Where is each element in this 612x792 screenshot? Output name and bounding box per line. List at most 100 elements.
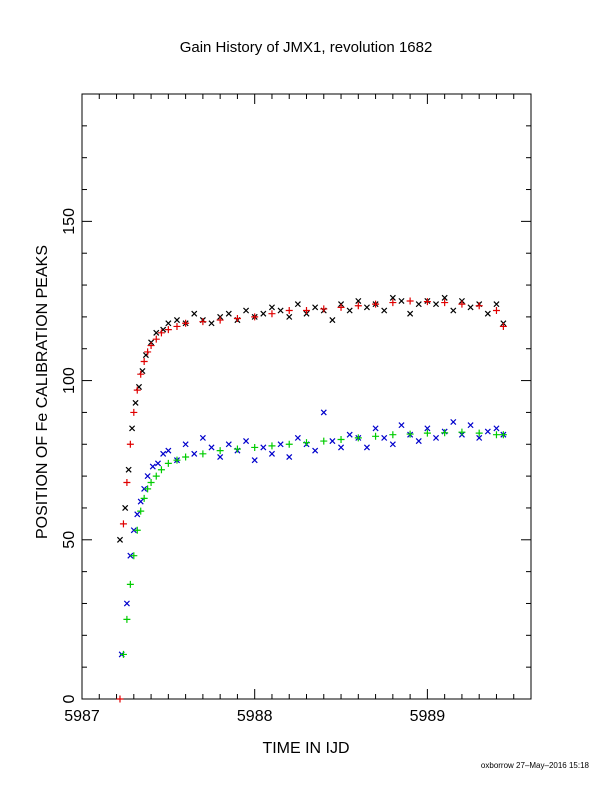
data-point	[153, 329, 160, 336]
data-point	[233, 445, 241, 453]
data-point	[147, 478, 155, 486]
data-point	[286, 313, 293, 320]
data-point	[130, 408, 138, 416]
data-point	[123, 478, 131, 486]
series-3	[119, 428, 507, 658]
data-point	[137, 498, 144, 505]
data-point	[285, 440, 293, 448]
data-point	[372, 425, 379, 432]
data-point	[320, 409, 327, 416]
y-tick-label: 50	[61, 531, 78, 549]
y-axis-label: POSITION OF Fe CALIBRATION PEAKS	[34, 245, 51, 539]
data-point	[126, 440, 134, 448]
x-tick-label: 5989	[410, 708, 446, 725]
data-point	[320, 305, 328, 313]
data-point	[294, 434, 301, 441]
data-point	[277, 441, 284, 448]
data-point	[144, 348, 152, 356]
y-tick-label: 0	[61, 694, 78, 703]
data-point	[432, 301, 440, 308]
data-point	[216, 447, 224, 455]
data-point	[152, 472, 160, 480]
data-point	[199, 434, 206, 441]
data-point	[372, 300, 380, 308]
data-point	[363, 304, 370, 311]
y-tick-label: 100	[61, 367, 78, 394]
data-point	[260, 444, 267, 451]
data-point	[182, 441, 189, 448]
data-marks	[116, 294, 507, 703]
data-point	[152, 335, 160, 343]
data-point	[140, 494, 148, 502]
data-point	[277, 307, 284, 314]
data-point	[243, 307, 250, 314]
data-point	[285, 307, 293, 315]
data-point	[492, 307, 500, 315]
data-point	[160, 450, 167, 457]
data-point	[476, 434, 483, 441]
series-0	[116, 294, 507, 543]
data-point	[424, 425, 431, 432]
chart-title: Gain History of JMX1, revolution 1682	[180, 39, 433, 56]
data-point	[303, 439, 310, 447]
data-point	[415, 438, 422, 445]
data-point	[337, 435, 345, 443]
data-point	[251, 313, 259, 321]
data-point	[406, 430, 414, 438]
data-point	[208, 444, 215, 451]
data-point	[268, 442, 276, 450]
data-point	[294, 301, 301, 308]
data-point	[208, 320, 215, 327]
data-point	[354, 434, 362, 442]
data-point	[492, 431, 500, 439]
data-point	[233, 314, 241, 322]
data-point	[355, 297, 362, 304]
data-point	[125, 466, 132, 473]
data-point	[493, 425, 500, 432]
data-point	[123, 615, 131, 623]
data-point	[458, 300, 466, 308]
data-point	[423, 298, 431, 306]
data-point	[337, 303, 345, 311]
footer-credit: oxborrow 27–May–2016 15:18	[481, 761, 590, 770]
data-point	[363, 444, 370, 451]
data-point	[133, 386, 141, 394]
data-point	[182, 453, 190, 461]
data-point	[286, 453, 293, 461]
data-point	[123, 600, 130, 607]
x-tick-label: 5987	[64, 708, 100, 725]
data-point	[147, 342, 155, 350]
data-point	[225, 310, 232, 317]
data-point	[217, 453, 224, 461]
data-point	[154, 460, 162, 467]
series-1	[116, 297, 507, 703]
data-point	[338, 444, 345, 451]
data-point	[475, 302, 483, 310]
data-point	[165, 447, 172, 454]
data-point	[398, 297, 405, 304]
data-point	[225, 441, 232, 448]
data-point	[458, 428, 466, 436]
data-point	[144, 485, 152, 493]
data-point	[119, 520, 127, 528]
data-point	[389, 441, 396, 448]
data-point	[346, 431, 353, 438]
data-point	[441, 294, 448, 301]
data-point	[134, 511, 141, 518]
x-axis-label: TIME IN IJD	[262, 740, 349, 757]
data-point	[199, 318, 207, 326]
data-point	[432, 434, 440, 441]
data-point	[389, 294, 396, 301]
data-point	[126, 580, 134, 588]
data-point	[312, 304, 319, 311]
data-point	[149, 463, 156, 470]
data-point	[499, 431, 507, 439]
data-point	[450, 418, 457, 425]
data-point	[165, 320, 172, 327]
data-point	[398, 422, 405, 429]
data-point	[499, 322, 507, 330]
data-point	[329, 438, 336, 445]
data-point	[116, 695, 124, 703]
data-point	[157, 466, 165, 474]
